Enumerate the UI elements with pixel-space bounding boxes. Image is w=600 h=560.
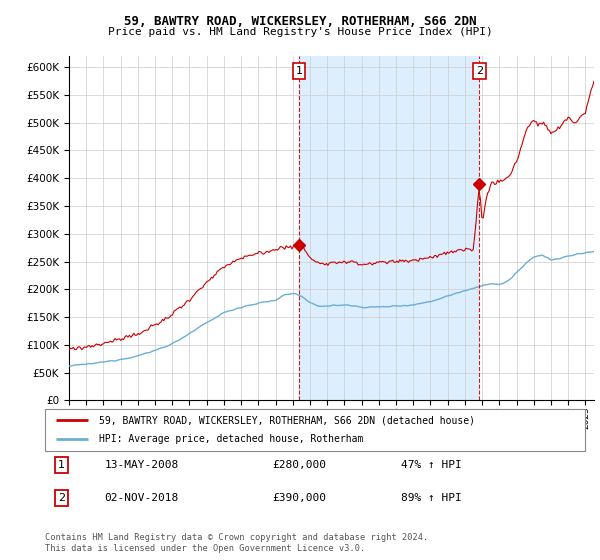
Text: 2: 2	[476, 66, 483, 76]
Text: HPI: Average price, detached house, Rotherham: HPI: Average price, detached house, Roth…	[99, 435, 364, 445]
Text: 1: 1	[296, 66, 302, 76]
FancyBboxPatch shape	[45, 409, 585, 451]
Bar	[299, 56, 479, 400]
Text: £390,000: £390,000	[272, 493, 326, 503]
Text: 1: 1	[58, 460, 65, 470]
Text: 02-NOV-2018: 02-NOV-2018	[104, 493, 179, 503]
Text: £280,000: £280,000	[272, 460, 326, 470]
Text: 89% ↑ HPI: 89% ↑ HPI	[401, 493, 462, 503]
Text: 2: 2	[58, 493, 65, 503]
Text: 47% ↑ HPI: 47% ↑ HPI	[401, 460, 462, 470]
Text: 13-MAY-2008: 13-MAY-2008	[104, 460, 179, 470]
Text: 59, BAWTRY ROAD, WICKERSLEY, ROTHERHAM, S66 2DN (detached house): 59, BAWTRY ROAD, WICKERSLEY, ROTHERHAM, …	[99, 415, 475, 425]
Text: Contains HM Land Registry data © Crown copyright and database right 2024.
This d: Contains HM Land Registry data © Crown c…	[45, 533, 428, 553]
Text: 59, BAWTRY ROAD, WICKERSLEY, ROTHERHAM, S66 2DN: 59, BAWTRY ROAD, WICKERSLEY, ROTHERHAM, …	[124, 15, 476, 27]
Text: Price paid vs. HM Land Registry's House Price Index (HPI): Price paid vs. HM Land Registry's House …	[107, 27, 493, 37]
